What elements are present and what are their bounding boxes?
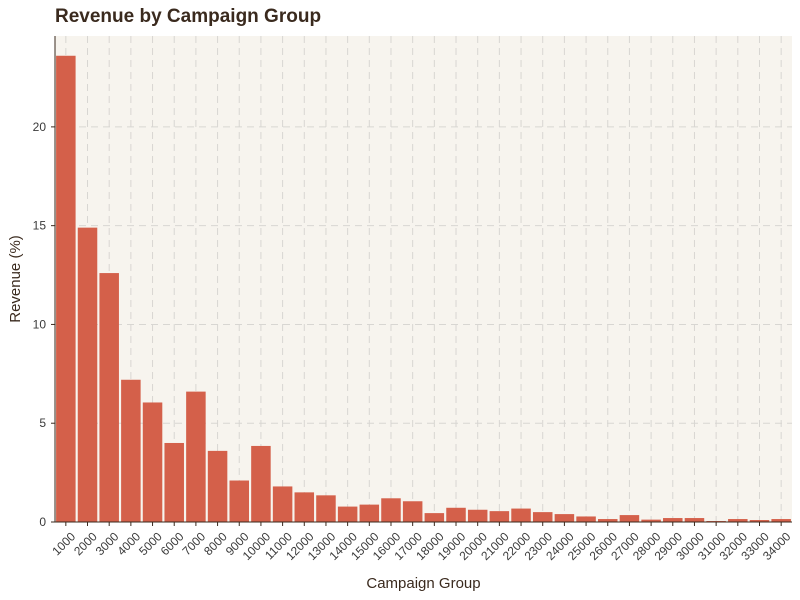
bars <box>56 55 791 522</box>
bar <box>164 442 184 522</box>
bar <box>272 486 293 522</box>
bar <box>229 480 250 522</box>
bar <box>728 519 748 522</box>
x-tick-label: 8000 <box>201 529 230 558</box>
bar <box>532 512 553 522</box>
bar <box>142 402 163 522</box>
x-tick-label: 2000 <box>71 529 100 558</box>
bar <box>663 518 683 522</box>
bar <box>467 509 488 522</box>
bar <box>402 501 423 522</box>
bar <box>381 498 401 522</box>
bar <box>684 518 705 522</box>
x-tick-label: 1000 <box>49 529 78 558</box>
x-tick-label: 6000 <box>158 529 187 558</box>
bar <box>121 379 141 522</box>
y-tick-label: 5 <box>39 416 46 430</box>
bar <box>424 513 445 522</box>
y-tick-label: 0 <box>39 515 46 529</box>
bar <box>619 515 640 522</box>
bar <box>359 504 380 522</box>
plot-panel <box>55 36 792 522</box>
x-tick-label: 7000 <box>179 529 208 558</box>
bar <box>576 516 596 522</box>
bar <box>749 520 770 522</box>
x-axis-title: Campaign Group <box>366 575 480 592</box>
bar <box>207 450 228 522</box>
bar <box>641 519 661 522</box>
y-tick-label: 15 <box>33 219 47 233</box>
x-tick-label: 3000 <box>93 529 122 558</box>
chart-title: Revenue by Campaign Group <box>55 6 322 27</box>
bar <box>554 514 575 522</box>
y-tick-label: 10 <box>33 317 47 331</box>
bar <box>771 519 791 522</box>
bar <box>489 511 510 522</box>
bar <box>597 519 618 522</box>
bar <box>186 391 206 522</box>
bar <box>446 507 466 522</box>
bar <box>56 55 76 522</box>
bar <box>99 273 119 522</box>
bar <box>511 508 531 522</box>
y-tick-label: 20 <box>33 120 47 134</box>
bar <box>294 492 315 522</box>
bar <box>77 227 98 522</box>
bar <box>251 445 271 522</box>
y-axis-title: Revenue (%) <box>7 235 24 323</box>
x-tick-label: 4000 <box>114 529 143 558</box>
x-tick-labels: 1000200030004000500060007000800090001000… <box>49 529 793 563</box>
y-tick-labels: 0 5 10 15 20 <box>33 120 47 529</box>
x-tick-label: 5000 <box>136 529 165 558</box>
axes <box>51 36 792 526</box>
bar <box>316 495 336 522</box>
bar <box>337 506 358 522</box>
